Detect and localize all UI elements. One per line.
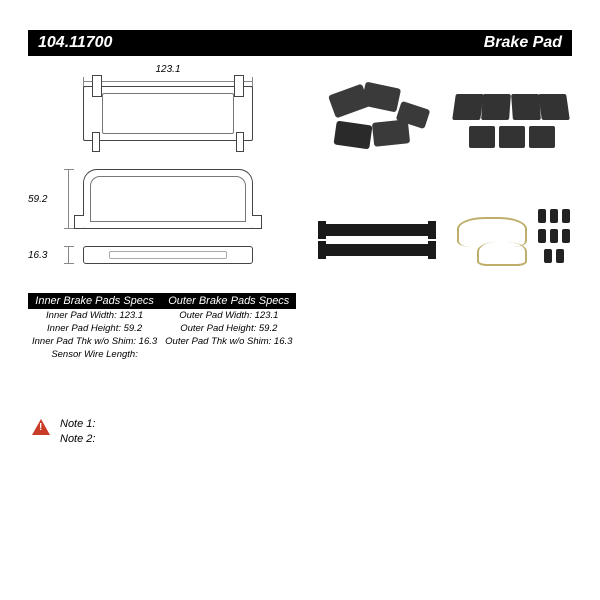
pad-outline-mid bbox=[83, 169, 253, 229]
warning-icon bbox=[32, 419, 50, 435]
spec-cell: Inner Pad Width: 123.1 bbox=[28, 309, 161, 322]
notes-block: Note 1: Note 2: bbox=[28, 417, 572, 447]
left-column: 123.1 59.2 16.3 bbox=[28, 64, 296, 361]
specs-header-outer: Outer Brake Pads Specs bbox=[161, 293, 296, 309]
dimension-thickness: 16.3 bbox=[28, 246, 68, 264]
header-bar: 104.11700 Brake Pad bbox=[28, 30, 572, 56]
dimension-width: 123.1 bbox=[83, 64, 253, 87]
dimension-thickness-value: 16.3 bbox=[28, 250, 47, 261]
dim-line-icon bbox=[64, 169, 74, 229]
spec-cell: Inner Pad Height: 59.2 bbox=[28, 322, 161, 335]
spec-cell: Outer Pad Thk w/o Shim: 16.3 bbox=[161, 335, 296, 348]
thumbnail-pad-set-2 bbox=[451, 64, 572, 173]
dimension-width-value: 123.1 bbox=[83, 64, 253, 75]
table-row: Sensor Wire Length: bbox=[28, 348, 296, 361]
right-column bbox=[296, 64, 572, 361]
product-type: Brake Pad bbox=[484, 34, 562, 52]
note-2: Note 2: bbox=[60, 432, 95, 447]
dim-line-icon bbox=[64, 246, 74, 264]
thumbnail-pad-set-1 bbox=[316, 64, 437, 173]
content-area: 123.1 59.2 16.3 bbox=[28, 64, 572, 361]
pad-outline-top bbox=[83, 86, 253, 141]
dimension-diagram: 123.1 59.2 16.3 bbox=[28, 64, 296, 289]
pad-outline-edge bbox=[83, 246, 253, 264]
table-row: Inner Pad Width: 123.1 Outer Pad Width: … bbox=[28, 309, 296, 322]
dimension-height: 59.2 bbox=[28, 169, 68, 229]
table-row: Inner Pad Thk w/o Shim: 16.3 Outer Pad T… bbox=[28, 335, 296, 348]
note-1: Note 1: bbox=[60, 417, 95, 432]
spec-cell: Inner Pad Thk w/o Shim: 16.3 bbox=[28, 335, 161, 348]
spec-cell bbox=[161, 348, 296, 361]
table-row: Inner Pad Height: 59.2 Outer Pad Height:… bbox=[28, 322, 296, 335]
spec-cell: Sensor Wire Length: bbox=[28, 348, 161, 361]
part-number: 104.11700 bbox=[38, 34, 112, 52]
spec-cell: Outer Pad Height: 59.2 bbox=[161, 322, 296, 335]
thumbnail-grid bbox=[316, 64, 572, 294]
thumbnail-hardware bbox=[451, 185, 572, 294]
specs-header-inner: Inner Brake Pads Specs bbox=[28, 293, 161, 309]
spec-cell: Outer Pad Width: 123.1 bbox=[161, 309, 296, 322]
specs-table: Inner Brake Pads Specs Outer Brake Pads … bbox=[28, 293, 296, 361]
dimension-height-value: 59.2 bbox=[28, 194, 47, 205]
thumbnail-edge-view bbox=[316, 185, 437, 294]
notes-lines: Note 1: Note 2: bbox=[60, 417, 95, 447]
